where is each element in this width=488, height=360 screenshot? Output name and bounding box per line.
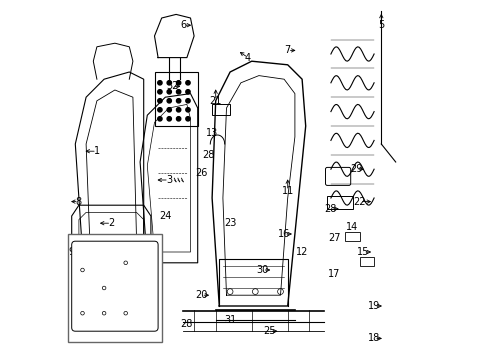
Circle shape	[176, 81, 181, 85]
Circle shape	[167, 81, 171, 85]
Text: 24: 24	[159, 211, 171, 221]
Text: 19: 19	[367, 301, 380, 311]
Text: 12: 12	[295, 247, 307, 257]
Circle shape	[176, 99, 181, 103]
Circle shape	[167, 99, 171, 103]
Bar	[212, 104, 230, 115]
Bar	[68, 234, 162, 342]
Bar	[345, 232, 359, 241]
FancyBboxPatch shape	[72, 241, 158, 331]
Text: 20: 20	[195, 290, 207, 300]
Text: 7: 7	[284, 45, 290, 55]
Text: 25: 25	[263, 326, 275, 336]
Circle shape	[176, 90, 181, 94]
Text: 5: 5	[377, 20, 384, 30]
Text: 11: 11	[281, 186, 293, 196]
Circle shape	[158, 117, 162, 121]
Circle shape	[167, 117, 171, 121]
Text: 6: 6	[180, 20, 186, 30]
Bar	[326, 196, 352, 209]
Circle shape	[176, 117, 181, 121]
Circle shape	[158, 99, 162, 103]
Text: 28: 28	[202, 150, 214, 160]
Text: 26: 26	[195, 168, 207, 178]
Text: 16: 16	[277, 229, 290, 239]
Circle shape	[185, 81, 190, 85]
Text: 3: 3	[165, 175, 172, 185]
Circle shape	[185, 90, 190, 94]
Text: 31: 31	[224, 315, 236, 325]
Bar	[359, 257, 373, 266]
Text: 28: 28	[324, 204, 336, 214]
Circle shape	[158, 90, 162, 94]
Text: 27: 27	[327, 233, 340, 243]
Text: 22: 22	[353, 197, 365, 207]
Text: 23: 23	[224, 218, 236, 228]
Circle shape	[185, 117, 190, 121]
FancyBboxPatch shape	[325, 167, 350, 185]
Text: 14: 14	[346, 222, 358, 232]
Text: 29: 29	[349, 164, 362, 174]
Circle shape	[167, 108, 171, 112]
Text: 10: 10	[102, 319, 114, 329]
Text: 18: 18	[367, 333, 380, 343]
Circle shape	[185, 108, 190, 112]
Text: 2: 2	[108, 218, 114, 228]
Text: 21: 21	[209, 96, 222, 106]
Text: 32: 32	[166, 81, 178, 91]
Text: 28: 28	[181, 319, 193, 329]
Text: 9: 9	[68, 247, 75, 257]
Text: 13: 13	[205, 128, 218, 138]
Circle shape	[158, 108, 162, 112]
Bar	[154, 72, 197, 126]
Text: 17: 17	[327, 269, 340, 279]
Circle shape	[176, 108, 181, 112]
Circle shape	[167, 90, 171, 94]
Circle shape	[158, 81, 162, 85]
Text: 30: 30	[256, 265, 268, 275]
Text: 8: 8	[76, 197, 82, 207]
Text: 15: 15	[356, 247, 369, 257]
Text: 4: 4	[244, 53, 251, 63]
Text: 1: 1	[94, 146, 100, 156]
Circle shape	[185, 99, 190, 103]
